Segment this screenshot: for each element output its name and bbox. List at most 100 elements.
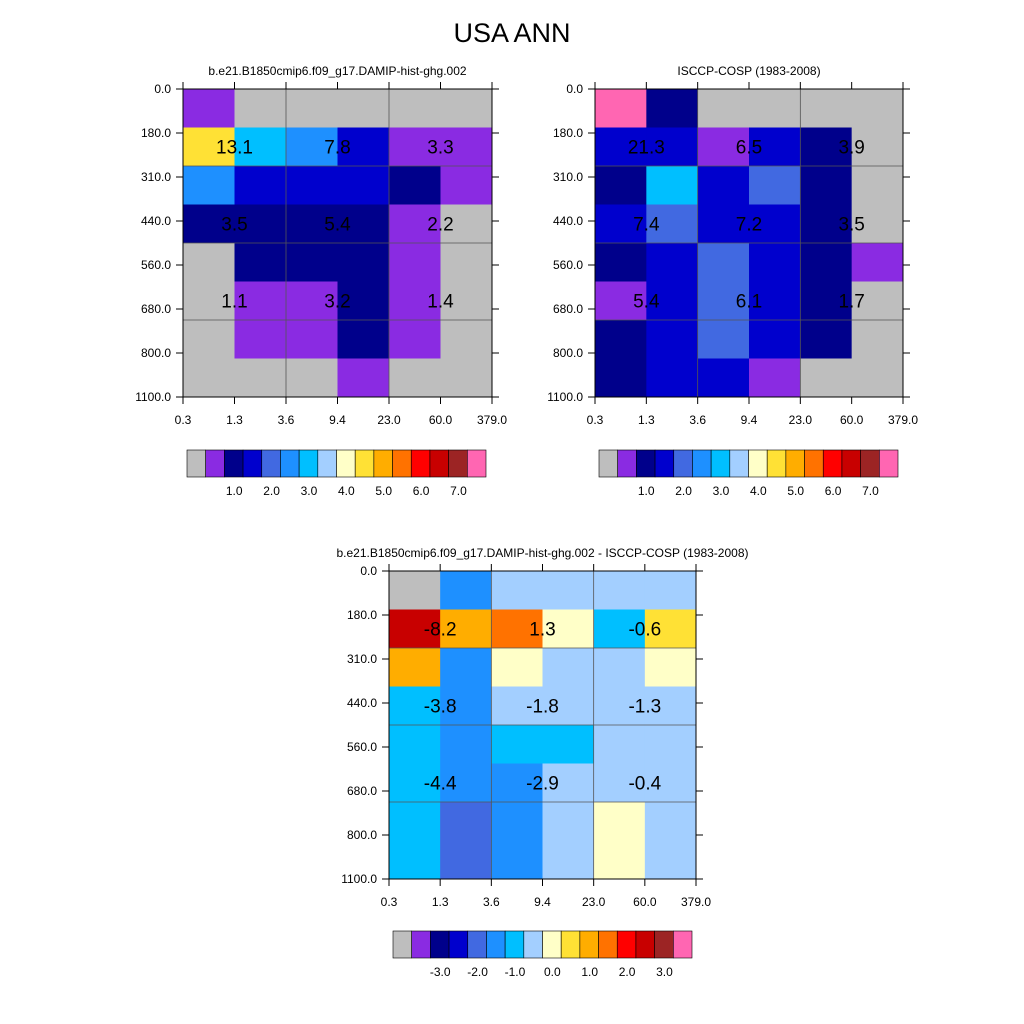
heatmap-cell — [646, 127, 699, 167]
heatmap-cell — [234, 358, 287, 398]
heatmap-cell — [440, 840, 492, 880]
y-tick-label: 560.0 — [553, 258, 583, 272]
heatmap-cell — [542, 763, 595, 803]
x-tick-label: 9.4 — [534, 895, 551, 909]
heatmap-cell — [491, 571, 543, 610]
heatmap-cell — [800, 320, 853, 359]
heatmap-cell — [542, 802, 595, 841]
y-tick-label: 1100.0 — [547, 390, 583, 404]
heatmap-panel-2: ISCCP-COSP (1983-2008) 0.0 180.0 310.0 440.0… — [547, 64, 918, 498]
panel-title: ISCCP-COSP (1983-2008) — [677, 64, 820, 78]
data-label: 3.3 — [427, 138, 453, 159]
heatmap-cell — [749, 243, 801, 282]
colorbar-swatch — [224, 449, 244, 478]
x-tick-label: 60.0 — [840, 413, 864, 427]
heatmap-cell — [183, 204, 235, 244]
heatmap-cell — [851, 204, 904, 244]
heatmap-cell — [646, 358, 699, 398]
heatmap-cell — [440, 89, 493, 128]
colorbar-label: -3.0 — [430, 965, 451, 979]
heatmap-cell — [646, 204, 699, 244]
heatmap-cell — [646, 89, 699, 128]
x-tick-label: 379.0 — [681, 895, 711, 909]
colorbar-label: 4.0 — [750, 484, 767, 498]
colorbar-label: 0.0 — [544, 965, 561, 979]
heatmap-cell — [389, 840, 441, 880]
heatmap-cell — [337, 358, 390, 398]
heatmap-cell — [542, 725, 595, 764]
panel-title: b.e21.B1850cmip6.f09_g17.DAMIP-hist-ghg.… — [208, 64, 466, 78]
heatmap-cell — [389, 571, 441, 610]
colorbar-swatch — [598, 930, 618, 959]
colorbar-label: 4.0 — [338, 484, 355, 498]
colorbar-swatch — [654, 930, 674, 959]
x-tick-label: 9.4 — [741, 413, 758, 427]
colorbar-label: -1.0 — [505, 965, 526, 979]
heatmap-cell — [440, 320, 493, 359]
heatmap-cell — [286, 281, 338, 321]
x-tick-label: 23.0 — [582, 895, 606, 909]
heatmap-cell — [595, 243, 647, 282]
colorbar-label: 1.0 — [638, 484, 655, 498]
x-tick-label: 0.3 — [175, 413, 192, 427]
data-label: 1.7 — [838, 292, 864, 313]
data-label: 5.4 — [324, 215, 351, 236]
heatmap-cell — [389, 725, 441, 764]
heatmap-cell — [440, 358, 493, 398]
heatmap-cell — [697, 281, 750, 321]
colorbar-swatch — [654, 449, 675, 478]
heatmap-cell — [337, 320, 390, 359]
colorbar-swatch — [748, 449, 768, 478]
heatmap-cell — [851, 358, 904, 398]
heatmap-cell — [542, 648, 595, 687]
x-tick-label: 3.6 — [483, 895, 500, 909]
heatmap-cell — [542, 686, 595, 726]
data-label: 13.1 — [216, 138, 253, 159]
heatmap-cell — [183, 358, 235, 398]
y-tick-label: 180.0 — [141, 126, 171, 140]
colorbar-swatch — [467, 930, 487, 959]
heatmap-cell — [286, 89, 338, 128]
heatmap-cell — [542, 840, 595, 880]
heatmap-cell — [286, 127, 338, 167]
colorbar-swatch — [616, 930, 637, 959]
colorbar-swatch — [710, 449, 731, 478]
heatmap-cell — [644, 840, 697, 880]
colorbar-swatch — [336, 449, 356, 478]
heatmap-cell — [440, 686, 492, 726]
heatmap-cell — [749, 89, 801, 128]
data-label: 7.2 — [736, 215, 762, 236]
heatmap-cell — [595, 166, 647, 205]
colorbar-swatch — [448, 449, 468, 478]
data-label: 3.5 — [838, 215, 864, 236]
heatmap-cell — [595, 281, 647, 321]
heatmap-cell — [389, 281, 441, 321]
heatmap-cell — [644, 609, 697, 649]
heatmap-cell — [697, 358, 750, 398]
data-label: 3.9 — [838, 138, 864, 159]
colorbar-swatch — [504, 930, 525, 959]
x-tick-label: 3.6 — [278, 413, 295, 427]
colorbar-swatch — [766, 449, 787, 478]
colorbar-swatch — [280, 449, 300, 478]
heatmap-cell — [491, 840, 543, 880]
y-tick-label: 440.0 — [141, 214, 171, 228]
colorbar-label: -2.0 — [467, 965, 488, 979]
y-tick-label: 680.0 — [347, 784, 377, 798]
data-label: 7.8 — [324, 138, 350, 159]
colorbar-swatch — [560, 930, 581, 959]
heatmap-cell — [440, 571, 492, 610]
heatmap-cell — [851, 166, 904, 205]
colorbar-swatch — [242, 449, 263, 478]
heatmap-cell — [440, 243, 493, 282]
data-label: 6.5 — [736, 138, 762, 159]
data-label: 1.4 — [427, 292, 454, 313]
data-label: 3.2 — [324, 292, 350, 313]
heatmap-cell — [337, 243, 390, 282]
y-tick-label: 180.0 — [553, 126, 583, 140]
colorbar-label: 3.0 — [656, 965, 673, 979]
heatmap-cell — [800, 243, 853, 282]
colorbar-swatch — [186, 449, 206, 478]
y-tick-label: 1100.0 — [341, 872, 377, 886]
heatmap-cell — [593, 648, 646, 687]
